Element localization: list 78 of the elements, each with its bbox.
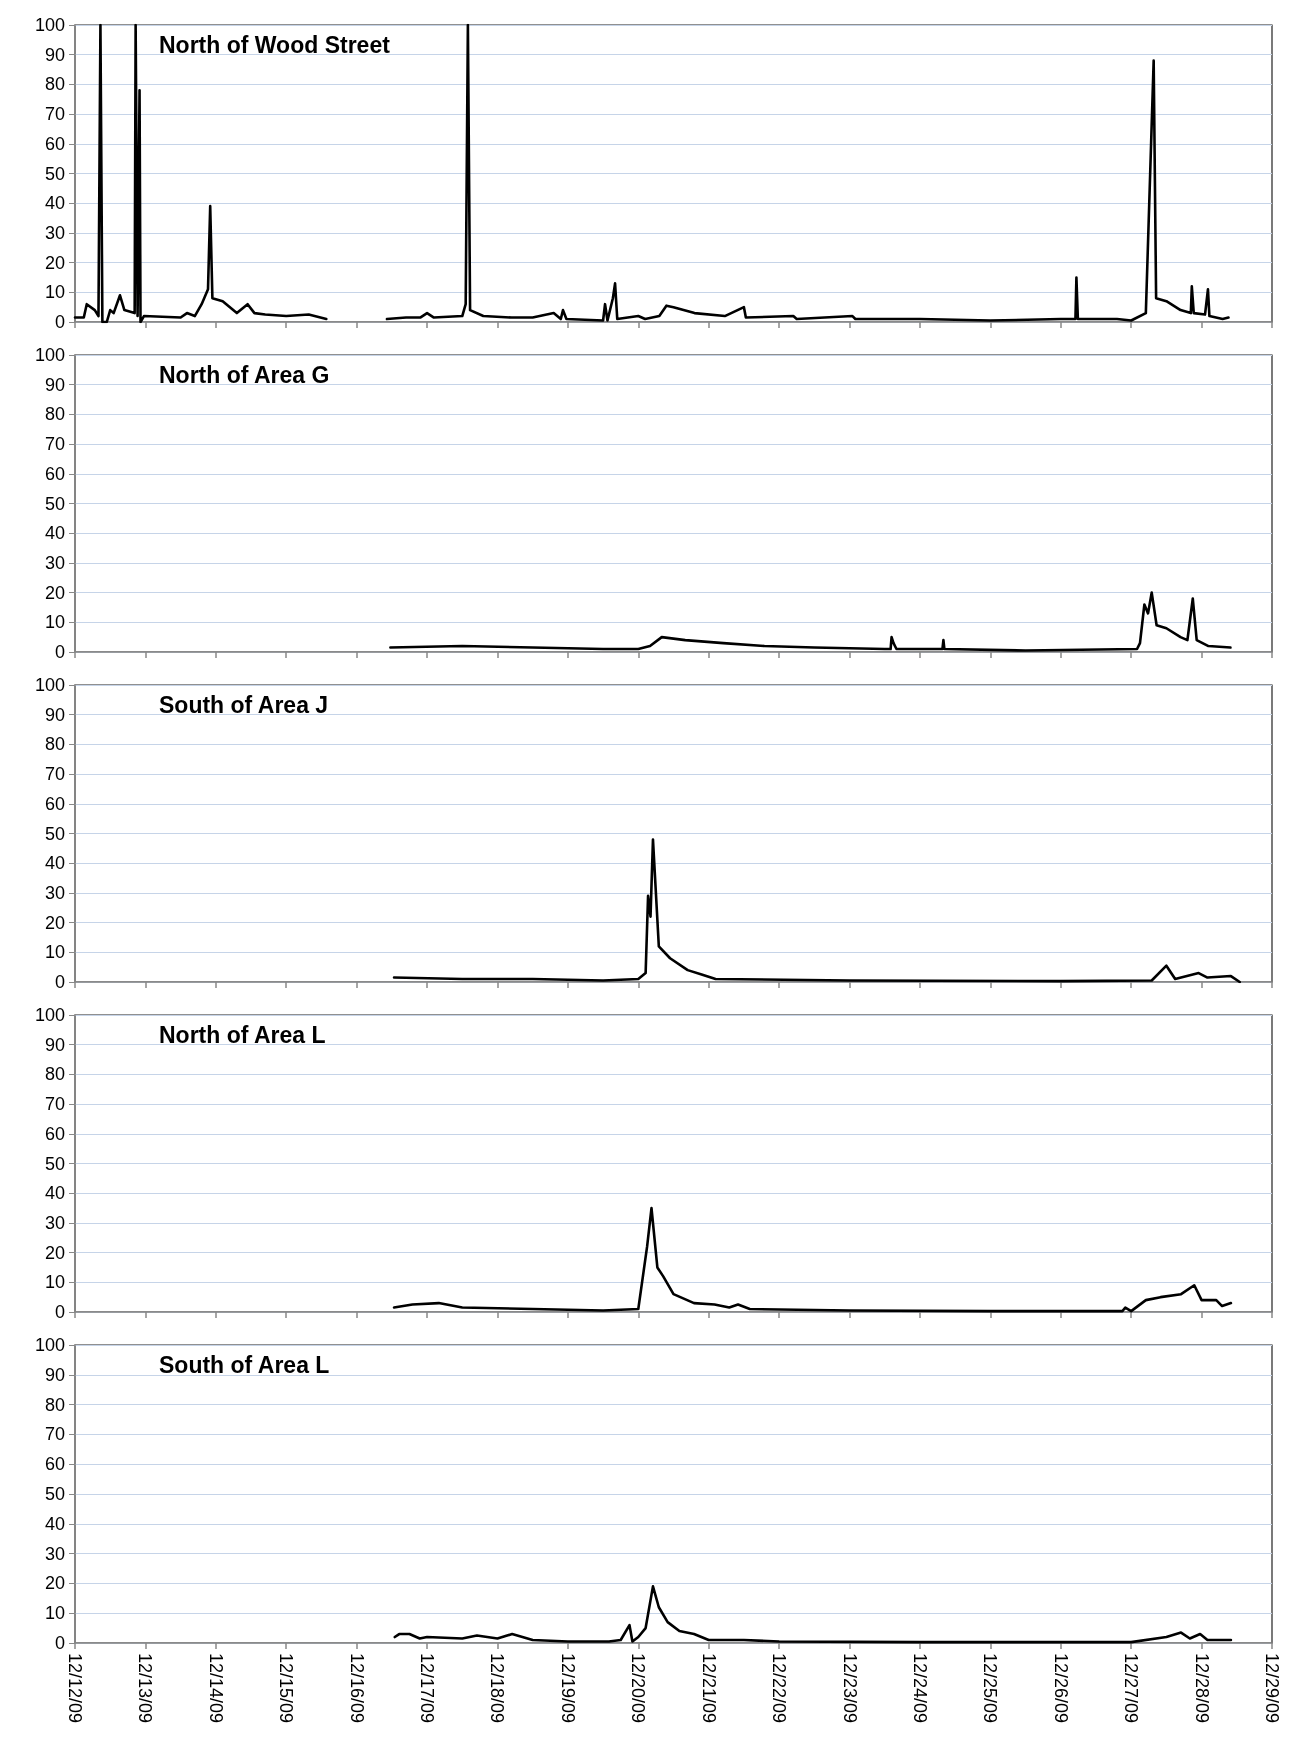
y-tick-label: 100 [34, 1005, 65, 1025]
x-tick-label: 12/22/09 [769, 1653, 790, 1724]
y-tick-label: 20 [44, 1573, 65, 1594]
y-tick-label: 100 [34, 345, 65, 365]
y-tick-label: 70 [44, 104, 65, 125]
y-tick-label: 90 [44, 44, 65, 65]
y-tick-label: 0 [54, 1302, 65, 1322]
x-tick-label: 12/23/09 [839, 1653, 860, 1724]
y-tick-label: 90 [44, 1364, 65, 1385]
y-tick-label: 100 [34, 15, 65, 35]
x-tick-label: 12/28/09 [1191, 1653, 1212, 1724]
y-tick-label: 20 [44, 252, 65, 273]
y-tick-label: 70 [44, 434, 65, 455]
y-tick-label: 40 [44, 1513, 65, 1534]
y-tick-label: 80 [44, 1064, 65, 1085]
chart-title: South of Area L [159, 1351, 330, 1378]
y-tick-label: 70 [44, 764, 65, 785]
y-tick-label: 30 [44, 552, 65, 573]
y-tick-label: 60 [44, 133, 65, 154]
y-tick-label: 60 [44, 1123, 65, 1144]
x-tick-label: 12/24/09 [909, 1653, 930, 1724]
y-tick-label: 30 [44, 1212, 65, 1233]
y-tick-label: 40 [44, 523, 65, 544]
y-tick-label: 80 [44, 1394, 65, 1415]
y-tick-label: 30 [44, 1543, 65, 1564]
y-tick-label: 70 [44, 1094, 65, 1115]
y-tick-label: 40 [44, 1183, 65, 1204]
x-tick-label: 12/16/09 [346, 1653, 367, 1724]
y-tick-label: 0 [54, 312, 65, 332]
y-tick-label: 50 [44, 493, 65, 514]
y-tick-label: 10 [44, 942, 65, 963]
y-tick-label: 90 [44, 1034, 65, 1055]
y-tick-label: 20 [44, 912, 65, 933]
y-tick-label: 10 [44, 1272, 65, 1293]
x-tick-label: 12/17/09 [417, 1653, 438, 1724]
y-tick-label: 60 [44, 793, 65, 814]
y-tick-label: 80 [44, 74, 65, 95]
x-tick-label: 12/26/09 [1050, 1653, 1071, 1724]
y-tick-label: 100 [34, 1335, 65, 1355]
y-tick-label: 100 [34, 675, 65, 695]
y-tick-label: 20 [44, 582, 65, 603]
y-tick-label: 0 [54, 1633, 65, 1653]
y-tick-label: 60 [44, 1454, 65, 1475]
y-tick-label: 80 [44, 734, 65, 755]
y-tick-label: 30 [44, 222, 65, 243]
x-tick-label: 12/19/09 [557, 1653, 578, 1724]
x-tick-label: 12/18/09 [487, 1653, 508, 1724]
y-tick-label: 90 [44, 374, 65, 395]
x-tick-label: 12/12/09 [65, 1653, 85, 1724]
y-tick-label: 50 [44, 163, 65, 184]
y-tick-label: 50 [44, 823, 65, 844]
y-tick-label: 90 [44, 704, 65, 725]
x-tick-label: 12/14/09 [205, 1653, 226, 1724]
chart-title: North of Area L [159, 1021, 326, 1048]
chart-title: North of Wood Street [159, 31, 391, 58]
y-tick-label: 30 [44, 882, 65, 903]
y-tick-label: 20 [44, 1242, 65, 1263]
y-tick-label: 50 [44, 1484, 65, 1504]
x-tick-label: 12/25/09 [980, 1653, 1001, 1724]
y-tick-label: 40 [44, 853, 65, 874]
x-tick-label: 12/15/09 [276, 1653, 297, 1724]
y-tick-label: 70 [44, 1424, 65, 1445]
y-tick-label: 10 [44, 1603, 65, 1624]
chart-title: South of Area J [159, 691, 329, 718]
y-tick-label: 10 [44, 612, 65, 633]
y-tick-label: 50 [44, 1153, 65, 1174]
y-tick-label: 10 [44, 282, 65, 303]
x-tick-label: 12/21/09 [698, 1653, 719, 1724]
y-tick-label: 40 [44, 193, 65, 214]
x-tick-label: 12/27/09 [1121, 1653, 1142, 1724]
x-tick-label: 12/20/09 [628, 1653, 649, 1724]
y-tick-label: 60 [44, 463, 65, 484]
y-tick-label: 0 [54, 642, 65, 662]
x-tick-label: 12/13/09 [135, 1653, 156, 1724]
y-tick-label: 80 [44, 404, 65, 425]
chart-title: North of Area G [159, 361, 330, 388]
y-tick-label: 0 [54, 972, 65, 992]
x-tick-label: 12/29/09 [1262, 1653, 1282, 1724]
